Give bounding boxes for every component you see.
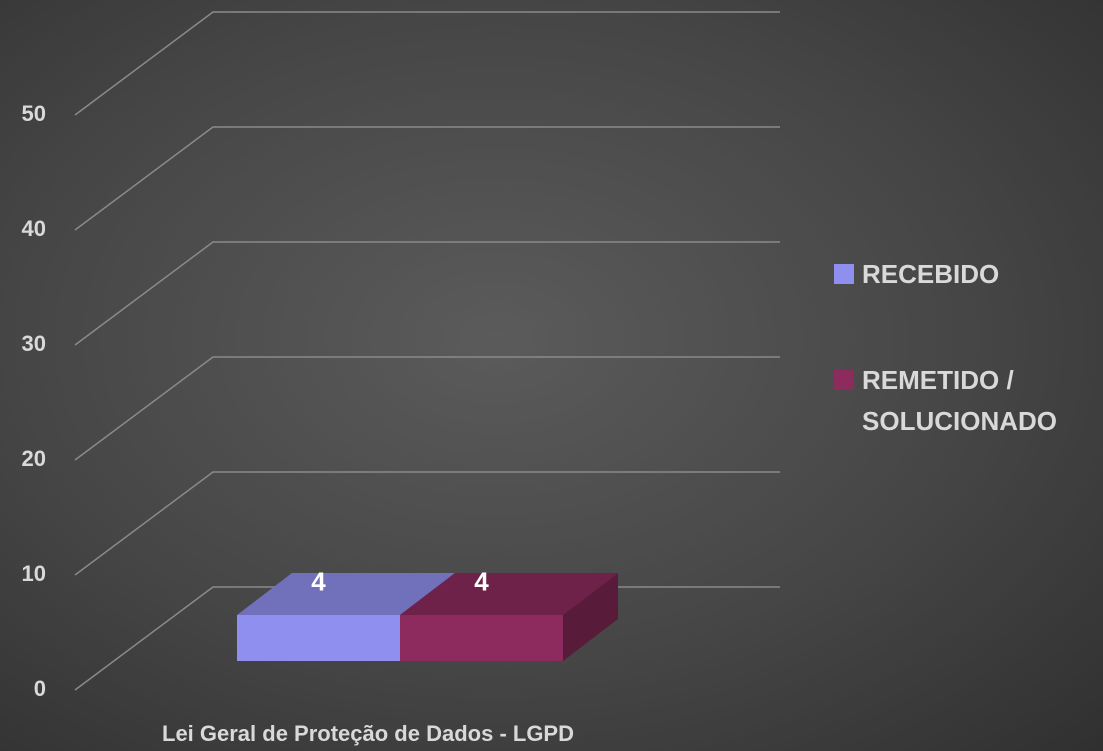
legend-item: REMETIDO / SOLUCIONADO (834, 360, 1094, 442)
bar-top (400, 573, 618, 615)
bar-top (237, 573, 455, 615)
y-tick-label: 10 (22, 561, 46, 586)
bar-side (563, 573, 618, 661)
bar (400, 573, 618, 661)
y-tick-label: 50 (22, 101, 46, 126)
y-tick-label: 40 (22, 216, 46, 241)
grid-line (74, 241, 780, 346)
grid-line (74, 356, 780, 461)
legend-swatch (834, 264, 854, 284)
grid-line (74, 471, 780, 576)
y-tick-label: 20 (22, 446, 46, 471)
y-tick-label: 0 (34, 676, 46, 701)
bar-front (400, 615, 563, 661)
legend-item: RECEBIDO (834, 254, 1094, 295)
legend-swatch (834, 370, 854, 390)
legend-label: REMETIDO / SOLUCIONADO (862, 365, 1057, 436)
x-tick-label: Lei Geral de Proteção de Dados - LGPD (162, 721, 574, 746)
data-label: 4 (311, 566, 326, 596)
bar-front (237, 615, 400, 661)
y-tick-label: 30 (22, 331, 46, 356)
legend-label: RECEBIDO (862, 259, 1000, 289)
data-label: 4 (474, 566, 489, 596)
grid-line (74, 126, 780, 231)
grid-line (74, 11, 780, 116)
